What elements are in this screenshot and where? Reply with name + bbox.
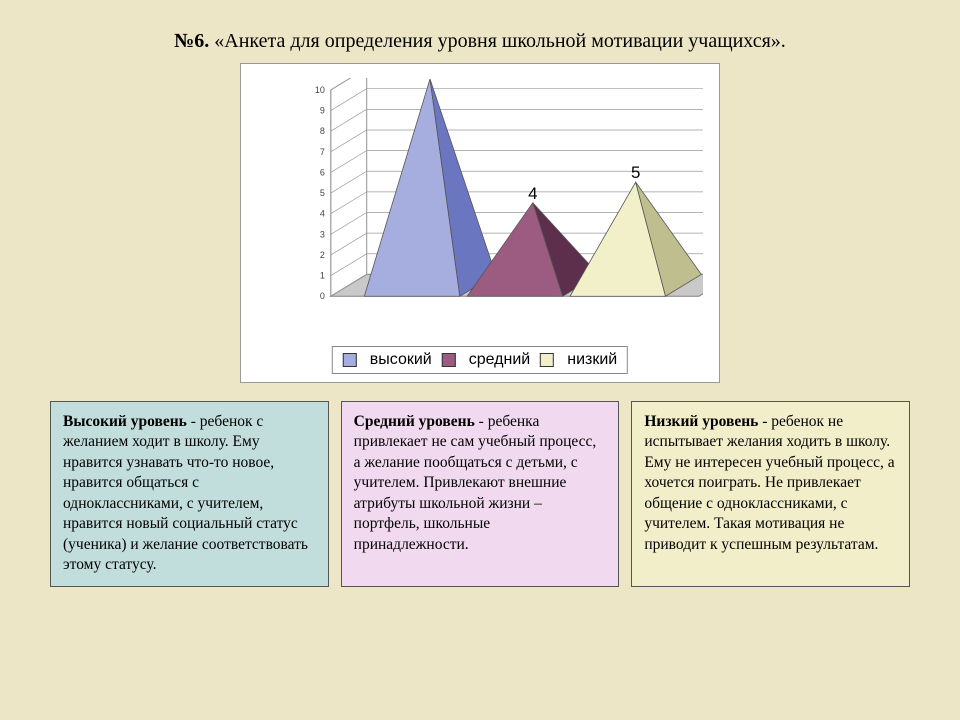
legend-swatch (442, 353, 456, 367)
title-text: «Анкета для определения уровня школьной … (209, 30, 786, 52)
legend-label: низкий (567, 351, 617, 369)
chart-plot-area: 0 1 2 3 4 5 6 7 8 9 10 10 4 5 (291, 78, 703, 326)
svg-text:4: 4 (528, 184, 537, 203)
info-box-text: - ребенок не испытывает желания ходить в… (644, 413, 894, 553)
info-box-text: - ребенок с желанием ходит в школу. Ему … (63, 413, 308, 573)
legend-label: высокий (370, 351, 432, 369)
svg-text:5: 5 (320, 188, 325, 198)
chart-legend: высокий средний низкий (332, 346, 628, 374)
legend-label: средний (469, 351, 531, 369)
chart-container: 0 1 2 3 4 5 6 7 8 9 10 10 4 5 высокий средний низкий (240, 63, 720, 383)
svg-text:2: 2 (320, 250, 325, 260)
pyramid-chart-svg: 0 1 2 3 4 5 6 7 8 9 10 10 4 5 (291, 78, 703, 326)
svg-text:8: 8 (320, 126, 325, 136)
info-box-lead: Средний уровень (354, 413, 475, 430)
svg-text:1: 1 (320, 271, 325, 281)
info-box: Низкий уровень - ребенок не испытывает ж… (631, 401, 910, 587)
svg-text:5: 5 (631, 163, 640, 182)
title-number: №6. (174, 30, 209, 52)
legend-swatch (540, 353, 554, 367)
info-box-lead: Высокий уровень (63, 413, 187, 430)
info-box-text: - ребенка привлекает не сам учебный проц… (354, 413, 597, 553)
info-box: Средний уровень - ребенка привлекает не … (341, 401, 620, 587)
info-box-lead: Низкий уровень (644, 413, 758, 430)
svg-text:3: 3 (320, 229, 325, 239)
svg-text:9: 9 (320, 106, 325, 116)
info-boxes-row: Высокий уровень - ребенок с желанием ход… (0, 383, 960, 587)
svg-text:0: 0 (320, 291, 325, 301)
svg-text:6: 6 (320, 167, 325, 177)
info-box: Высокий уровень - ребенок с желанием ход… (50, 401, 329, 587)
page-title: №6. «Анкета для определения уровня школь… (0, 0, 960, 63)
svg-text:7: 7 (320, 147, 325, 157)
svg-text:10: 10 (315, 85, 325, 95)
svg-text:10: 10 (421, 78, 440, 79)
svg-text:4: 4 (320, 209, 325, 219)
legend-swatch (343, 353, 357, 367)
